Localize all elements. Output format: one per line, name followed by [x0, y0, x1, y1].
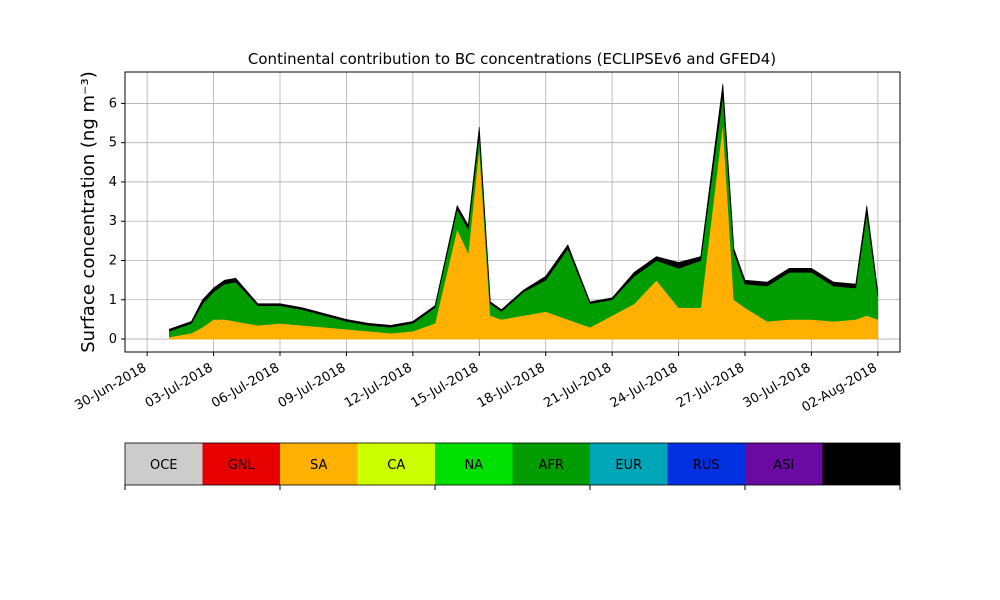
area-series-afr [168, 95, 879, 338]
legend-label-sa: SA [310, 458, 327, 473]
x-axis: 30-Jun-201803-Jul-201806-Jul-201809-Jul-… [72, 352, 880, 416]
legend-swatch-ca [357, 443, 435, 485]
y-tick-label: 4 [109, 175, 117, 190]
legend-label-na: NA [464, 458, 483, 473]
axes-frame [124, 71, 901, 353]
legend-swatch-afr [512, 443, 590, 485]
legend-swatch-aus [822, 443, 900, 485]
x-tick-label: 21-Jul-2018 [541, 360, 614, 411]
area-series-aus [168, 83, 879, 332]
x-tick-label: 09-Jul-2018 [276, 360, 349, 411]
y-tick-label: 5 [109, 136, 117, 151]
legend-label-afr: AFR [539, 458, 564, 473]
legend-label-aus: AUS [848, 458, 875, 473]
y-axis: 0 1 2 3 4 5 6 [109, 96, 125, 347]
legend-swatch-oce [125, 443, 203, 485]
y-axis-label: Surface concentration (ng m⁻³) [78, 71, 99, 353]
legend-label-ca: CA [387, 458, 405, 473]
legend-label-oce: OCE [150, 458, 178, 473]
y-tick-label: 0 [109, 332, 117, 347]
x-tick-label: 02-Aug-2018 [800, 360, 880, 415]
legend-label-eur: EUR [615, 458, 642, 473]
x-tick-label: 24-Jul-2018 [608, 360, 681, 411]
x-tick-label: 12-Jul-2018 [342, 360, 415, 411]
legend-swatch-asi [745, 443, 823, 485]
chart-title: Continental contribution to BC concentra… [248, 50, 776, 68]
legend-swatch-rus [667, 443, 745, 485]
x-tick-label: 15-Jul-2018 [408, 360, 481, 411]
stacked-areas [168, 83, 879, 340]
legend-frame [124, 442, 901, 486]
legend-colorbar: OCE GNL SA CA NA AFR EUR RUS ASI AUS [124, 442, 901, 490]
legend-swatch-gnl [202, 443, 280, 485]
x-tick-label: 03-Jul-2018 [143, 360, 216, 411]
y-tick-label: 6 [109, 96, 117, 111]
legend-label-rus: RUS [693, 458, 720, 473]
legend-swatch-eur [590, 443, 668, 485]
y-tick-label: 3 [109, 214, 117, 229]
x-tick-label: 06-Jul-2018 [209, 360, 282, 411]
y-tick-label: 2 [109, 253, 117, 268]
legend-swatch-sa [280, 443, 358, 485]
x-tick-label: 27-Jul-2018 [674, 360, 747, 411]
y-tick-label: 1 [109, 293, 117, 308]
x-tick-label: 18-Jul-2018 [475, 360, 548, 411]
legend-label-gnl: GNL [228, 458, 256, 473]
x-tick-label: 30-Jun-2018 [72, 360, 149, 413]
legend-label-asi: ASI [773, 458, 794, 473]
legend-swatch-na [435, 443, 513, 485]
